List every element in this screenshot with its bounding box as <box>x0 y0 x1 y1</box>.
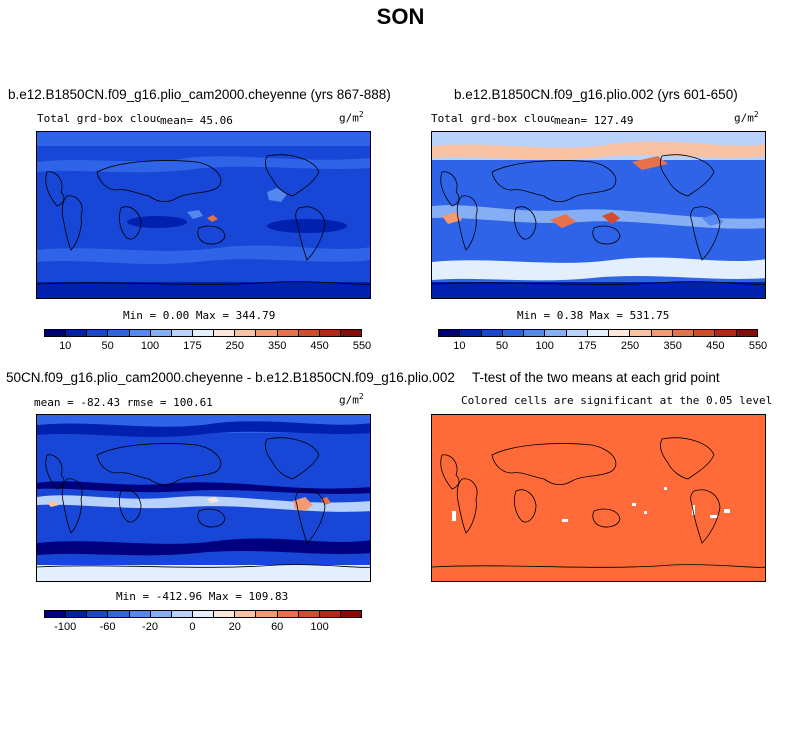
colorbar-label: 550 <box>352 340 372 352</box>
panel3-colorbar: -100 -60 -20 0 20 60 100 <box>44 610 362 640</box>
colorbar-swatch <box>298 611 320 617</box>
figure-title: SON <box>376 4 425 29</box>
panel2-mean: mean= 127.49 <box>554 114 634 127</box>
colorbar-swatch <box>609 330 631 336</box>
colorbar-label: 10 <box>453 340 466 352</box>
colorbar-swatch <box>736 330 757 336</box>
colorbar-label: 0 <box>189 621 196 633</box>
colorbar-label: 175 <box>578 340 597 352</box>
colorbar-label: 250 <box>225 340 244 352</box>
colorbar-swatch <box>129 330 151 336</box>
panel3-units: g/m2 <box>339 392 364 407</box>
panel3-stats: mean = -82.43 rmse = 100.61 <box>34 396 213 409</box>
panel2-colorbar-bar <box>438 329 758 337</box>
colorbar-swatch <box>651 330 673 336</box>
colorbar-swatch <box>340 330 362 336</box>
colorbar-swatch <box>524 330 546 336</box>
colorbar-label: 20 <box>228 621 241 633</box>
colorbar-label: 100 <box>535 340 554 352</box>
colorbar-label: 350 <box>268 340 287 352</box>
colorbar-swatch <box>277 330 299 336</box>
colorbar-label: -60 <box>99 621 116 633</box>
colorbar-swatch <box>235 611 257 617</box>
colorbar-swatch <box>150 611 172 617</box>
panel4-title: T-test of the two means at each grid poi… <box>472 370 720 385</box>
colorbar-swatch <box>502 330 525 336</box>
colorbar-swatch <box>171 611 193 617</box>
colorbar-swatch <box>66 611 88 617</box>
panel2-map <box>431 131 766 299</box>
panel2-minmax: Min = 0.38 Max = 531.75 <box>517 309 670 322</box>
colorbar-label: 450 <box>706 340 725 352</box>
colorbar-swatch <box>545 330 567 336</box>
colorbar-swatch <box>256 611 278 617</box>
colorbar-swatch <box>129 611 151 617</box>
panel2-title: b.e12.B1850CN.f09_g16.plio.002 (yrs 601-… <box>454 87 738 102</box>
panel3-minmax: Min = -412.96 Max = 109.83 <box>116 590 289 603</box>
panel2-field: Total grd-box cloud LWP <box>431 112 584 125</box>
panel3-map <box>36 414 371 582</box>
colorbar-swatch <box>340 611 362 617</box>
colorbar-swatch <box>277 611 299 617</box>
panel1-colorbar: 10 50 100 175 250 350 450 550 <box>44 329 371 359</box>
colorbar-swatch <box>319 611 341 617</box>
colorbar-swatch <box>192 330 215 336</box>
colorbar-swatch <box>587 330 610 336</box>
colorbar-label: 175 <box>183 340 202 352</box>
colorbar-swatch <box>214 330 236 336</box>
panel3-colorbar-bar <box>44 610 362 618</box>
colorbar-swatch <box>171 330 193 336</box>
colorbar-swatch <box>460 330 482 336</box>
panel1-minmax: Min = 0.00 Max = 344.79 <box>123 309 276 322</box>
panel1-field: Total grd-box cloud LWP <box>37 112 190 125</box>
colorbar-label: 350 <box>663 340 682 352</box>
panel4-map <box>431 414 766 582</box>
colorbar-swatch <box>439 330 461 336</box>
colorbar-swatch <box>45 611 67 617</box>
panel1-mean: mean= 45.06 <box>160 114 233 127</box>
colorbar-swatch <box>192 611 215 617</box>
colorbar-swatch <box>566 330 588 336</box>
colorbar-label: 100 <box>310 621 329 633</box>
panel1-units: g/m2 <box>339 110 364 125</box>
panel1-title: b.e12.B1850CN.f09_g16.plio_cam2000.cheye… <box>8 87 391 102</box>
colorbar-swatch <box>298 330 320 336</box>
colorbar-swatch <box>630 330 652 336</box>
panel2-colorbar: 10 50 100 175 250 350 450 550 <box>438 329 767 359</box>
colorbar-swatch <box>672 330 695 336</box>
colorbar-swatch <box>256 330 278 336</box>
colorbar-swatch <box>66 330 88 336</box>
colorbar-label: 50 <box>495 340 509 352</box>
panel1-map <box>36 131 371 299</box>
colorbar-label: -20 <box>142 621 158 633</box>
colorbar-label: 450 <box>310 340 329 352</box>
colorbar-swatch <box>214 611 236 617</box>
colorbar-label: 250 <box>620 340 640 352</box>
colorbar-swatch <box>108 611 130 617</box>
colorbar-label: 100 <box>140 340 160 352</box>
colorbar-label: 550 <box>748 340 768 352</box>
colorbar-swatch <box>715 330 737 336</box>
panel2-units: g/m2 <box>734 110 759 125</box>
colorbar-swatch <box>108 330 130 336</box>
colorbar-swatch <box>87 611 109 617</box>
colorbar-label: -100 <box>54 621 77 633</box>
colorbar-swatch <box>45 330 67 336</box>
colorbar-swatch <box>319 330 341 336</box>
panel4-subtitle: Colored cells are significant at the 0.0… <box>461 394 773 407</box>
colorbar-swatch <box>87 330 109 336</box>
panel3-title: 50CN.f09_g16.plio_cam2000.cheyenne - b.e… <box>6 370 455 385</box>
panel1-colorbar-bar <box>44 329 362 337</box>
colorbar-label: 50 <box>101 340 114 352</box>
colorbar-swatch <box>150 330 172 336</box>
colorbar-label: 10 <box>59 340 72 352</box>
colorbar-swatch <box>481 330 503 336</box>
colorbar-swatch <box>694 330 716 336</box>
colorbar-swatch <box>235 330 257 336</box>
colorbar-label: 60 <box>271 621 284 633</box>
